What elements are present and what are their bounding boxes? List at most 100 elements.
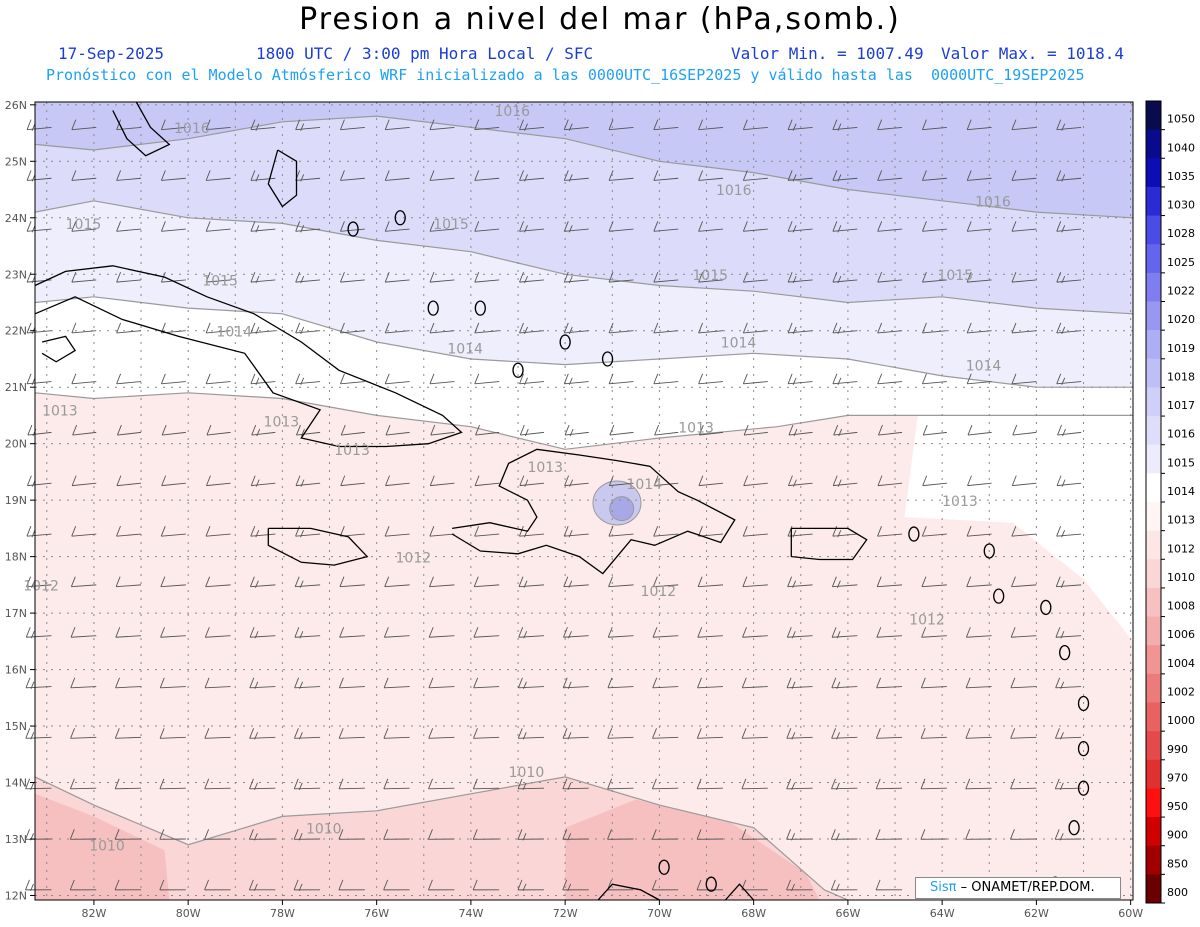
wind-barb	[160, 627, 186, 638]
wind-barb	[249, 728, 276, 740]
wind-barb	[295, 475, 321, 487]
wind-barb	[383, 728, 410, 739]
colorbar-swatch	[1146, 244, 1161, 274]
wind-barb	[1057, 424, 1082, 437]
wind-barb	[205, 119, 231, 131]
isobar-label: 1014	[966, 358, 1002, 374]
wind-barb	[652, 627, 679, 638]
wind-barb	[250, 271, 276, 284]
wind-barb	[519, 475, 544, 487]
colorbar-label: 1012	[1167, 542, 1195, 555]
wind-barb	[877, 271, 903, 283]
axis-labels: 26N25N24N23N22N21N20N19N18N17N16N15N14N1…	[5, 99, 1143, 920]
wind-barb	[563, 627, 589, 639]
lat-label: 13N	[5, 833, 27, 846]
lat-label: 25N	[5, 155, 27, 168]
wind-barb	[786, 728, 813, 740]
wind-barb	[205, 271, 231, 283]
wind-barb	[875, 778, 903, 790]
wind-barb	[1054, 778, 1082, 791]
wind-barb	[833, 424, 858, 437]
wind-barb	[564, 475, 589, 487]
isobar-label: 1012	[396, 550, 432, 566]
isobar-label: 1013	[527, 460, 563, 476]
isobar-label: 1010	[509, 765, 545, 781]
lon-label: 68W	[741, 907, 766, 920]
colorbar-label: 1008	[1167, 600, 1195, 613]
wind-barb	[385, 475, 410, 487]
wind-barb	[877, 373, 903, 385]
isobar-label: 1013	[942, 494, 978, 510]
wind-barb	[429, 373, 455, 385]
colorbar-swatch	[1146, 129, 1161, 159]
wind-barb	[877, 322, 903, 334]
wind-barb	[608, 170, 634, 181]
wind-barb	[206, 475, 231, 487]
isobar-label: 1016	[975, 194, 1011, 210]
wind-barb	[294, 677, 321, 689]
colorbar-label: 1002	[1167, 686, 1195, 699]
wind-barb	[429, 322, 455, 334]
wind-barb	[340, 322, 365, 334]
wind-barb	[563, 526, 589, 538]
wind-barb	[248, 879, 276, 892]
wind-barb	[922, 475, 947, 487]
wind-barb	[385, 424, 410, 436]
colorbar-swatch	[1146, 559, 1161, 589]
wind-barb	[340, 221, 365, 232]
wind-barb	[160, 119, 186, 131]
wind-barb	[205, 221, 231, 232]
wind-barb	[786, 879, 813, 892]
colorbar-swatch	[1146, 101, 1161, 131]
colorbar-swatch	[1146, 731, 1161, 761]
wind-barb	[159, 677, 186, 689]
wind-barb	[250, 526, 276, 538]
wind-barb	[384, 170, 410, 181]
wind-barb	[608, 576, 634, 588]
wind-barb	[920, 677, 947, 689]
band-1013-east	[904, 409, 1133, 642]
colorbar-swatch	[1146, 788, 1161, 818]
wind-barb	[787, 119, 813, 131]
isobar-label: 1014	[447, 341, 483, 357]
wind-barb	[1011, 322, 1037, 334]
wind-barb	[384, 322, 410, 334]
wind-barb	[114, 778, 142, 790]
wind-barb	[652, 677, 679, 689]
lon-label: 70W	[647, 907, 672, 920]
wind-barb	[563, 221, 589, 233]
colorbar-swatch	[1146, 444, 1161, 474]
coast-cuba	[34, 265, 463, 448]
wind-barb	[429, 271, 455, 283]
wind-barb	[1055, 627, 1082, 639]
wind-barb	[115, 627, 142, 638]
wind-barb	[787, 221, 813, 233]
wind-barb	[384, 221, 410, 232]
wind-barb	[921, 576, 947, 588]
wind-barb	[1056, 119, 1082, 131]
wind-barb	[25, 879, 52, 892]
wind-barb	[71, 322, 97, 334]
wind-barb	[159, 778, 186, 790]
wind-barb	[697, 576, 724, 588]
wind-barb	[70, 677, 97, 689]
wind-barb	[742, 322, 768, 334]
wind-barb	[564, 424, 589, 437]
wind-barb	[518, 627, 544, 639]
wind-barb	[296, 424, 321, 437]
wind-barb	[116, 170, 142, 181]
wind-barb	[519, 322, 544, 335]
isobar-label: 1016	[174, 121, 210, 137]
wind-barb	[340, 373, 365, 385]
wind-barb	[517, 829, 544, 841]
wind-barb	[338, 677, 365, 689]
wind-barb	[159, 829, 186, 840]
colorbar-label: 1050	[1167, 113, 1195, 126]
wind-barb	[787, 576, 813, 588]
colorbar-swatch	[1146, 817, 1161, 847]
wind-barb	[519, 424, 544, 437]
wind-barb	[114, 728, 142, 739]
wind-barb	[788, 475, 813, 487]
band-1016	[35, 102, 1133, 218]
